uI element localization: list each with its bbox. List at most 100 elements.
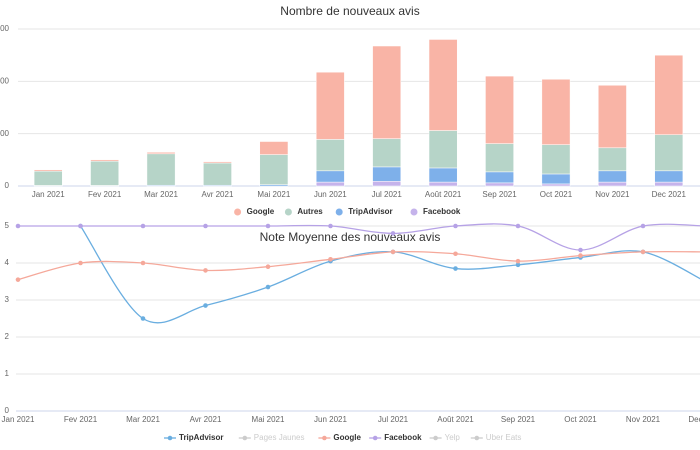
point [265,264,271,270]
bar-segment [428,167,458,183]
legend-symbol [410,208,418,216]
point [453,251,458,257]
point [578,253,583,258]
y-tick-label: 600 [0,24,10,33]
x-tick-label: Oct 2021 [564,415,597,424]
x-tick-label: Nov 2021 [626,415,661,424]
bar-segment [654,170,684,183]
bar-segment [541,183,571,187]
bar-segment [654,181,684,187]
point [640,223,646,229]
point [203,303,208,308]
bar-segment [654,134,684,172]
y-tick-label: 400 [0,76,10,85]
point [140,260,146,266]
x-tick-label: Août 2021 [425,190,462,199]
legend-label[interactable]: Pages Jaunes [254,433,305,442]
bar-segment [485,143,514,173]
x-tick-label: Jul 2021 [378,415,409,424]
bar-segment [259,141,289,155]
x-tick-label: Oct 2021 [540,190,573,199]
bar-segment [541,173,571,185]
bar-segment [315,71,345,140]
point [15,223,21,229]
legend-label[interactable]: Autres [297,207,323,216]
bar-segment [146,153,176,186]
y-tick-label: 200 [0,129,10,138]
bar-segment [33,169,63,172]
legend-label[interactable]: Yelp [445,433,461,442]
point [78,223,83,229]
bar-segment [315,181,345,187]
bar-segment [259,154,289,185]
x-tick-label: Avr 2021 [190,415,222,424]
x-tick-label: Mar 2021 [126,415,160,424]
x-tick-label: Nov 2021 [595,190,630,199]
bar-segment [203,162,232,186]
y-tick-label: 0 [5,406,10,415]
point [578,247,583,253]
legend-symbol [474,435,480,441]
bar-segment [485,75,514,144]
legend-label[interactable]: TripAdvisor [179,433,223,442]
bar-segment [485,171,514,184]
legend-label[interactable]: Facebook [384,433,422,442]
bar-segment [33,170,63,186]
x-tick-label: Jun 2021 [314,415,347,424]
point [515,258,521,264]
x-tick-label: Sep 2021 [482,190,517,199]
point [328,223,333,229]
x-tick-label: Dec 2021 [688,415,700,424]
legend-label[interactable]: TripAdvisor [348,207,392,216]
bar-segment [428,181,458,187]
x-tick-label: Jan 2021 [2,415,35,424]
bar-segment [598,147,627,172]
bar-segment [428,130,458,169]
bar-segment [90,159,119,162]
bar-segment [372,166,402,182]
legend-symbol [284,208,292,216]
bar-segment [315,139,345,172]
x-tick-label: Jun 2021 [314,190,347,199]
x-tick-label: Dec 2021 [652,190,687,199]
legend-label[interactable]: Uber Eats [486,433,522,442]
point [453,223,458,229]
legend-label[interactable]: Google [247,207,275,216]
legend-symbol [433,435,438,441]
bar-segment [203,161,232,164]
x-tick-label: Sep 2021 [501,415,536,424]
bar-segment [146,151,176,155]
chart-title: Nombre de nouveaux avis [280,4,419,18]
bar-segment [541,144,571,175]
legend-symbol [234,208,242,216]
point [328,257,333,262]
y-tick-label: 5 [5,221,10,230]
y-tick-label: 4 [5,258,10,267]
point [265,284,271,290]
bar-segment [598,170,627,183]
legend-label[interactable]: Facebook [423,207,461,216]
point [515,223,521,229]
point [78,260,83,266]
series-line [17,250,700,281]
point [390,249,396,255]
point [203,268,208,273]
x-tick-label: Fev 2021 [88,190,122,199]
x-tick-label: Mai 2021 [257,190,290,199]
bar-segment [90,160,119,186]
point [140,223,146,229]
point [515,262,521,268]
x-tick-label: Août 2021 [437,415,474,424]
bar-segment [598,181,627,187]
legend-label[interactable]: Google [333,433,361,442]
x-tick-label: Jul 2021 [372,190,403,199]
x-tick-label: Fev 2021 [64,415,98,424]
bar-segment [372,138,402,168]
legend-symbol [242,435,248,441]
legend-symbol [322,435,327,441]
bar-segment [372,45,402,139]
legend-symbol [372,435,378,441]
y-tick-label: 3 [5,295,10,304]
point [265,223,271,229]
